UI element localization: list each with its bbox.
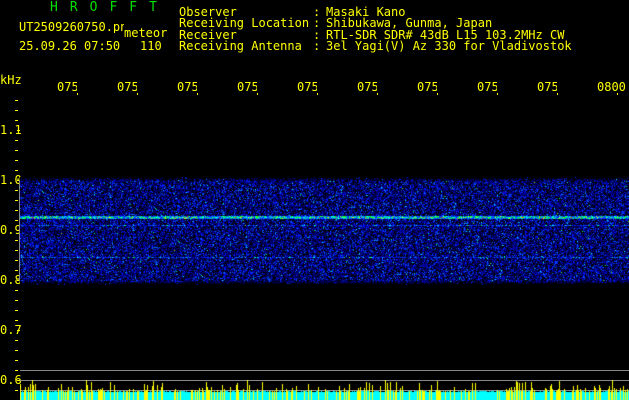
frequency-tick-mark [17,280,20,281]
field-label: Observer [179,5,237,19]
frequency-tick-mark [15,150,18,151]
frequency-tick-mark [15,250,18,251]
time-tick-mark [197,93,198,95]
frequency-tick-label: 1.0 [0,173,22,187]
app-title: HROFFT [50,0,169,15]
frequency-tick-label: 1.1 [0,123,22,137]
frequency-tick-mark [17,380,20,381]
time-tick-label: 0759 [537,80,557,94]
time-tick-label: 0756 [357,80,377,94]
frequency-tick-mark [15,240,18,241]
frequency-tick-mark [15,300,18,301]
time-tick-mark [77,93,78,95]
frequency-tick-mark [15,360,18,361]
frequency-tick-mark [15,160,18,161]
y-unit-label: kHz [0,73,22,87]
time-tick-mark [557,93,558,95]
frequency-tick-mark [15,220,18,221]
time-tick-label: 0757 [417,80,437,94]
time-tick-mark [317,93,318,95]
time-tick-label: 0754 [237,80,257,94]
frequency-tick-mark [15,110,18,111]
datetime: 25.09.26 07:50 [19,39,121,53]
field-separator: : [313,5,321,19]
threshold-line [20,370,629,371]
frequency-tick-mark [17,330,20,331]
time-tick-mark [437,93,438,95]
field-value: 3el Yagi(V) Az 330 for Vladivostok [326,39,572,53]
y-axis-line [19,180,20,281]
signal-level-bars [20,380,629,400]
frequency-tick-label: 0.9 [0,223,22,237]
waterfall-spectrogram [20,177,629,285]
frequency-tick-mark [15,200,18,201]
frequency-tick-mark [15,370,18,371]
frequency-tick-mark [15,260,18,261]
time-tick-label: 0753 [177,80,197,94]
frequency-tick-mark [15,140,18,141]
time-tick-label: 0751 [57,80,77,94]
field-value: RTL-SDR SDR# 43dB L15 103.2MHz CW [326,28,565,42]
frequency-tick-mark [17,130,20,131]
frequency-tick-mark [15,270,18,271]
meteor-count: 110 [140,39,162,53]
frequency-tick-label: 0.8 [0,273,22,287]
frequency-tick-mark [17,180,20,181]
time-tick-mark [497,93,498,95]
frequency-tick-mark [15,320,18,321]
frequency-tick-mark [15,390,18,391]
frequency-tick-mark [15,120,18,121]
field-label: Receiving Location [179,16,310,30]
field-separator: : [313,16,321,30]
frequency-tick-mark [15,350,18,351]
frequency-tick-label: 0.6 [0,373,22,387]
time-tick-label: 0800 [597,80,626,94]
field-label: Receiver [179,28,237,42]
frequency-tick-mark [15,340,18,341]
time-tick-mark [137,93,138,95]
frequency-tick-mark [15,170,18,171]
field-separator: : [313,39,321,53]
frequency-tick-mark [15,210,18,211]
time-tick-mark [617,93,618,95]
frequency-tick-label: 0.7 [0,323,22,337]
mode-label: meteor [124,26,168,40]
time-tick-label: 0752 [117,80,137,94]
frequency-tick-mark [17,230,20,231]
time-tick-label: 0758 [477,80,497,94]
field-value: Masaki Kano [326,5,406,19]
frequency-tick-mark [15,290,18,291]
time-tick-label: 0755 [297,80,317,94]
time-tick-mark [257,93,258,95]
frequency-tick-mark [15,100,18,101]
frequency-tick-mark [15,310,18,311]
field-value: Shibukawa, Gunma, Japan [326,16,493,30]
frequency-tick-mark [15,190,18,191]
field-separator: : [313,28,321,42]
filename: UT2509260750.png [19,21,124,33]
time-tick-mark [377,93,378,95]
field-label: Receiving Antenna [179,39,302,53]
